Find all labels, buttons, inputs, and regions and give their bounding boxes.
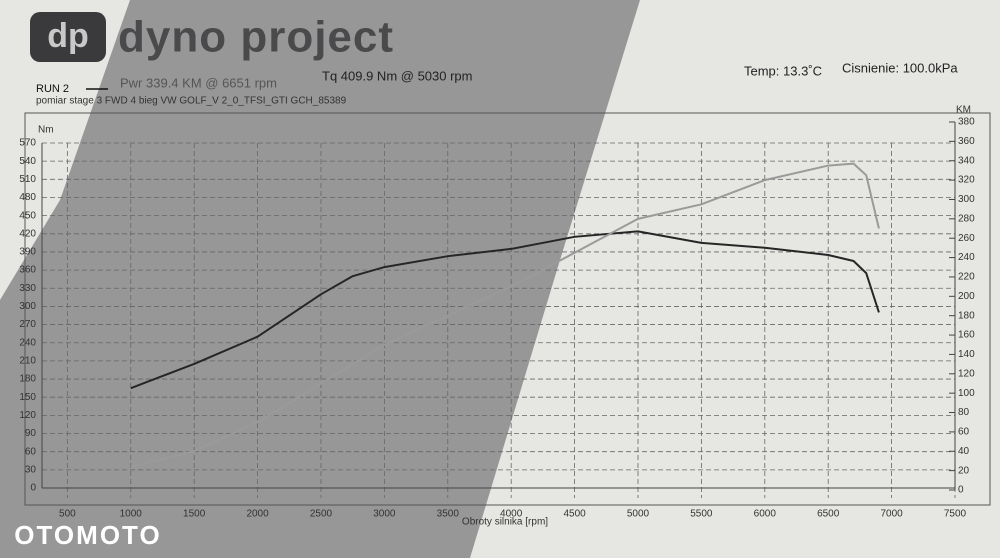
brand-name: dyno project — [118, 13, 394, 62]
x-tick-label: 4000 — [500, 509, 523, 520]
y2-tick-label: 380 — [958, 117, 975, 128]
x-tick-label: 4500 — [563, 509, 586, 520]
y2-tick-label: 360 — [958, 136, 975, 147]
y2-tick-label: 100 — [958, 388, 975, 399]
y2-axis-title: KM — [956, 105, 971, 116]
y2-tick-label: 340 — [958, 155, 975, 166]
y2-tick-label: 0 — [958, 485, 964, 496]
temperature: Temp: 13.3˚C — [744, 63, 822, 78]
y2-tick-label: 80 — [958, 407, 970, 418]
x-axis-title: Obroty silnika [rpm] — [462, 517, 548, 528]
y2-tick-label: 60 — [958, 427, 970, 438]
y-tick-label: 60 — [25, 446, 37, 457]
logo-mark: dp — [47, 17, 89, 55]
torque-peak: Tq 409.9 Nm @ 5030 rpm — [322, 68, 472, 83]
y-tick-label: 390 — [19, 247, 36, 258]
series-line — [130, 162, 880, 468]
y2-tick-label: 320 — [958, 175, 975, 186]
y-tick-label: 510 — [19, 174, 36, 185]
pressure: Cisnienie: 100.0kPa — [842, 60, 958, 75]
series-line — [130, 230, 880, 390]
y2-tick-label: 200 — [958, 291, 975, 302]
y2-tick-label: 20 — [958, 465, 970, 476]
x-tick-label: 6500 — [817, 509, 840, 520]
x-tick-label: 500 — [59, 509, 76, 520]
y-tick-label: 540 — [19, 156, 36, 167]
y2-tick-label: 220 — [958, 272, 975, 283]
y2-tick-label: 140 — [958, 349, 975, 360]
y2-tick-label: 280 — [958, 213, 975, 224]
x-tick-label: 3500 — [437, 509, 460, 520]
x-tick-label: 7500 — [944, 509, 967, 520]
run-label: RUN 2 — [36, 83, 69, 95]
x-tick-label: 3000 — [373, 509, 396, 520]
y-tick-label: 480 — [19, 192, 36, 203]
y2-tick-label: 40 — [958, 446, 970, 457]
y-tick-label: 270 — [19, 319, 36, 330]
y2-tick-label: 300 — [958, 194, 975, 205]
y-tick-label: 0 — [30, 483, 36, 494]
y-tick-label: 570 — [19, 138, 36, 149]
subtitle: pomiar stage 3 FWD 4 bieg VW GOLF_V 2_0_… — [36, 96, 347, 107]
logo-box — [30, 12, 106, 62]
y2-tick-label: 160 — [958, 330, 975, 341]
y-tick-label: 210 — [19, 356, 36, 367]
watermark: OTOMOTO — [14, 520, 161, 550]
frame — [24, 112, 991, 506]
y-tick-label: 30 — [25, 464, 37, 475]
y-tick-label: 360 — [19, 265, 36, 276]
x-tick-label: 2500 — [310, 509, 333, 520]
y-tick-label: 240 — [19, 337, 36, 348]
y2-tick-label: 260 — [958, 233, 975, 244]
power-peak: Pwr 339.4 KM @ 6651 rpm — [120, 75, 277, 90]
x-tick-label: 5000 — [627, 509, 650, 520]
x-tick-label: 6000 — [754, 509, 777, 520]
x-tick-label: 2000 — [246, 509, 269, 520]
x-tick-label: 7000 — [880, 509, 903, 520]
y-tick-label: 90 — [25, 428, 37, 439]
y-tick-label: 420 — [19, 228, 36, 239]
y-tick-label: 300 — [19, 301, 36, 312]
y-tick-label: 180 — [19, 374, 36, 385]
x-tick-label: 1500 — [183, 509, 206, 520]
y-tick-label: 450 — [19, 210, 36, 221]
y2-tick-label: 240 — [958, 252, 975, 263]
y2-tick-label: 180 — [958, 310, 975, 321]
y2-tick-label: 120 — [958, 368, 975, 379]
y-tick-label: 150 — [19, 392, 36, 403]
x-tick-label: 5500 — [690, 509, 713, 520]
x-tick-label: 1000 — [120, 509, 143, 520]
shadow — [0, 0, 640, 558]
y-axis-title: Nm — [38, 125, 54, 136]
y-tick-label: 120 — [19, 410, 36, 421]
y-tick-label: 330 — [19, 283, 36, 294]
